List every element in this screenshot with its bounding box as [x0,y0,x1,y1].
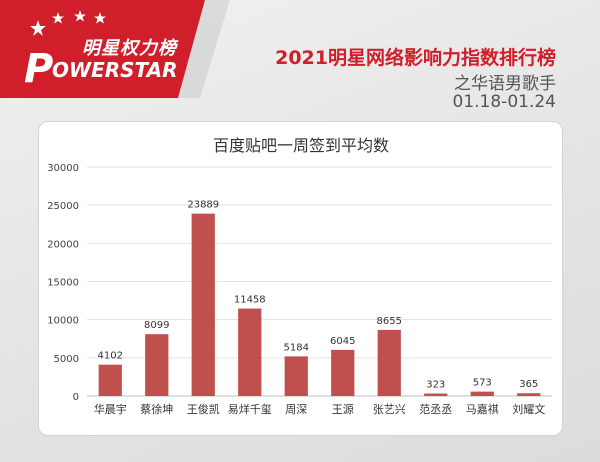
logo-shadow-stripe [178,0,230,98]
x-tick-label: 华晨宇 [94,402,127,416]
y-tick-label: 30000 [47,163,79,174]
data-label: 5184 [284,342,309,353]
bar-8 [424,393,448,396]
bar-4 [238,308,262,396]
date-range: 01.18-01.24 [452,92,556,112]
star-icon [30,20,46,36]
x-tick-label: 王源 [332,402,354,416]
bars [98,213,541,396]
bar-chart: 百度贴吧一周签到平均数 0 5000 10000 15000 20000 25000 300… [47,136,552,416]
y-tick-label: 25000 [47,201,79,212]
chart-title: 百度贴吧一周签到平均数 [213,136,389,155]
y-tick-label: 10000 [47,316,79,327]
brand-name-cn: 明星权力榜 [82,38,177,59]
x-axis-ticks: 华晨宇 蔡徐坤 王俊凯 易烊千玺 周深 王源 张艺兴 范丞丞 马嘉祺 刘耀文 [94,402,546,416]
bar-3 [191,213,215,396]
x-tick-label: 蔡徐坤 [140,402,173,416]
bar-9 [470,391,494,396]
data-labels: 4102 8099 23889 11458 5184 6045 8655 323 573 365 [98,200,539,391]
brand-logo: P [0,0,230,98]
star-icon [74,10,86,22]
x-tick-label: 王俊凯 [187,402,220,416]
data-label: 323 [426,380,445,391]
brand-name-en: OWERSTAR [52,58,178,82]
data-label: 11458 [234,295,266,306]
star-icon [94,12,106,24]
y-tick-label: 0 [73,392,79,403]
data-label: 365 [519,379,538,390]
y-tick-label: 15000 [47,278,79,289]
bar-2 [145,334,169,396]
y-tick-label: 20000 [47,239,79,250]
data-label: 573 [473,378,492,389]
x-tick-label: 范丞丞 [419,402,452,416]
chart-card: 百度贴吧一周签到平均数 0 5000 10000 15000 20000 25000 300… [38,121,563,436]
bar-6 [331,349,355,396]
page-title: 2021明星网络影响力指数排行榜 [275,47,556,69]
bar-7 [377,329,401,396]
data-label: 4102 [98,351,123,362]
x-tick-label: 张艺兴 [373,403,406,416]
x-tick-label: 周深 [285,403,307,416]
logo-stars [30,10,106,36]
logo-letter: P [24,46,53,92]
logo-red-banner [0,0,205,98]
y-axis-ticks: 0 5000 10000 15000 20000 25000 30000 [47,163,79,403]
x-tick-label: 刘耀文 [512,402,545,416]
bar-1 [98,364,122,396]
bar-5 [284,356,308,396]
bar-10 [517,393,541,396]
y-tick-label: 5000 [54,354,79,365]
data-label: 8099 [144,320,169,331]
data-label: 8655 [377,316,402,327]
page-subtitle: 之华语男歌手 [454,74,556,94]
x-tick-label: 易烊千玺 [228,402,272,416]
star-icon [52,12,64,24]
data-label: 23889 [187,200,219,211]
x-tick-label: 马嘉祺 [466,402,499,416]
data-label: 6045 [330,336,355,347]
